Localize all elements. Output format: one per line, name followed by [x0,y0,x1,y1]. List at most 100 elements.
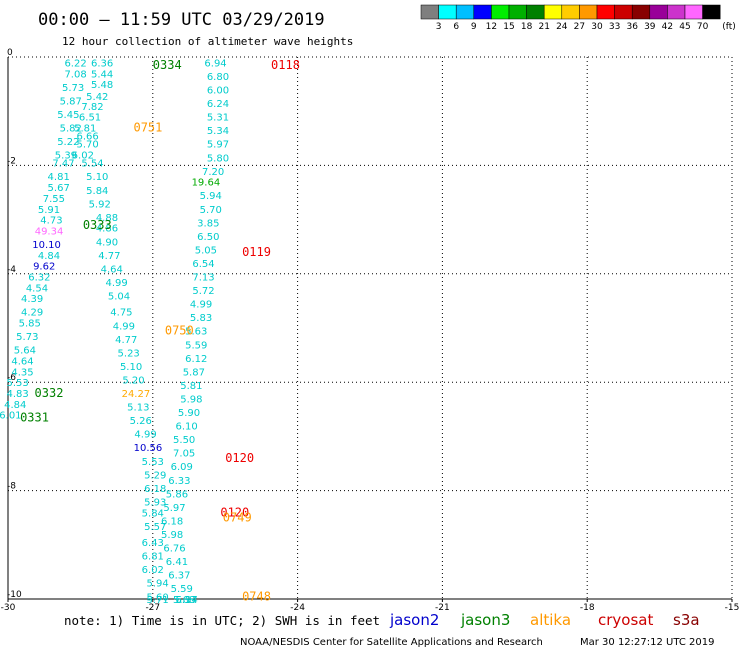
color-swatch [455,4,475,20]
wave-height-value: 10.56 [134,443,163,454]
wave-height-value: 6.12 [185,354,207,365]
wave-height-value: 19.64 [192,178,221,189]
pass-time-label: 0120 [220,505,249,519]
pass-time-label: 0120 [225,451,254,465]
wave-height-value: 7.08 [64,69,86,80]
wave-height-value: 6.02 [72,151,94,162]
wave-height-value: 5.91 [38,205,60,216]
wave-height-value: 5.31 [207,113,229,124]
wave-height-value: 6.37 [168,571,190,582]
wave-height-value: 4.99 [113,321,135,332]
wave-height-value: 5.45 [57,110,79,121]
color-scale-label: 45 [679,22,690,32]
color-scale-label: 27 [574,22,585,32]
wave-height-value: 5.83 [190,313,212,324]
wave-height-value: 5.87 [60,96,82,107]
y-tick-label: -4 [7,265,16,275]
wave-height-value: 5.67 [48,183,70,194]
wave-height-value: 5.53 [7,378,29,389]
satellite-altika-label: altika [530,611,571,629]
pass-time-label: 0748 [242,589,271,603]
color-scale-label: 3 [436,22,442,32]
wave-height-value: 5.05 [195,245,217,256]
wave-height-value: 5.42 [86,92,108,103]
color-swatch [579,4,598,20]
x-tick-label: -15 [725,603,740,613]
wave-height-value: 5.97 [207,140,229,151]
pass-time-label: 0749 [223,511,252,525]
wave-height-value: 5.04 [108,291,130,302]
wave-height-value: 5.59 [171,584,193,595]
wave-height-value: 7.13 [192,273,214,284]
wave-height-value: 5.97 [163,503,185,514]
wave-height-value: 5.90 [178,408,200,419]
wave-height-value: 4.73 [40,216,62,227]
satellite-s3a-label: s3a [673,611,700,629]
wave-height-value: 5.68 [173,595,195,606]
wave-height-value: 5.81 [180,381,202,392]
wave-height-value: 5.84 [86,186,108,197]
wave-height-value: 5.20 [122,375,144,386]
wave-height-value: 6.02 [142,565,164,576]
wave-height-value: 5.98 [180,394,202,405]
wave-height-value: 5.73 [62,83,84,94]
pass-time-label: 0333 [83,218,112,232]
color-swatch [667,4,686,20]
footer-credit: NOAA/NESDIS Center for Satellite Applica… [240,637,543,648]
wave-height-value: 4.29 [21,308,43,319]
color-swatch [526,4,545,20]
pass-time-labels: 0334 0118 0751 0333 0119 0750 0332 0331 0120 0120… [20,58,300,603]
wave-height-value: 5.87 [183,367,205,378]
wave-height-value: 7.05 [173,449,195,460]
y-axis: 0 -2 -4 -6 -8 -10 [7,48,22,600]
wave-height-value: 4.77 [98,251,120,262]
satellite-cryosat-label: cryosat [598,611,653,629]
wave-height-value: 6.80 [207,72,229,83]
x-tick-label: -30 [1,603,16,613]
wave-height-value: 5.86 [166,489,188,500]
wave-height-value: 5.98 [161,530,183,541]
wave-height-value: 6.41 [166,557,188,568]
wave-height-value: 6.50 [197,232,219,243]
color-swatch [420,4,439,20]
wave-height-value: 6.01 [0,411,22,422]
wave-height-value: 4.75 [110,308,132,319]
wave-height-value: 7.47 [52,159,74,170]
wave-height-value: 5.64 [14,346,36,357]
color-swatch [561,4,580,20]
wave-height-value: 4.86 [96,224,118,235]
wave-height-value: 5.81 [74,123,96,134]
wave-height-value: 5.29 [144,470,166,481]
color-scale-label: 15 [503,22,514,32]
wave-height-value: 4.64 [11,357,33,368]
wave-height-value: 4.35 [11,367,33,378]
pass-time-label: 0751 [133,120,162,134]
wave-height-value: 6.81 [142,552,164,563]
wave-height-value: 5.82 [60,123,82,134]
pass-time-label: 0331 [20,410,49,424]
chart-title: 00:00 – 11:59 UTC 03/29/2019 [38,10,325,30]
color-swatch [596,4,615,20]
wave-height-value: 5.85 [19,319,41,330]
x-tick-label: -27 [145,603,160,613]
wave-height-value: 6.51 [79,113,101,124]
wave-height-value: 5.59 [185,340,207,351]
wave-height-value: 6.09 [171,462,193,473]
wave-height-value: 6.10 [175,422,197,433]
wave-height-value: 6.66 [77,132,99,143]
wave-height-value: 24.27 [122,389,151,400]
wave-height-value: 6.18 [161,516,183,527]
wave-height-value: 6.00 [207,86,229,97]
wave-height-value: 4.81 [48,172,70,183]
grid [8,56,733,600]
wave-height-value: 5.70 [200,205,222,216]
wave-height-value: 5.39 [55,151,77,162]
wave-height-value: 5.48 [91,80,113,91]
wave-height-value: 5.72 [192,286,214,297]
wave-height-value: 5.57 [144,522,166,533]
wave-height-value: 5.13 [127,403,149,414]
color-scale-label: 30 [591,22,603,32]
wave-height-value: 4.54 [26,283,48,294]
wave-height-value: 5.10 [86,172,108,183]
wave-height-value: 4.84 [4,400,26,411]
